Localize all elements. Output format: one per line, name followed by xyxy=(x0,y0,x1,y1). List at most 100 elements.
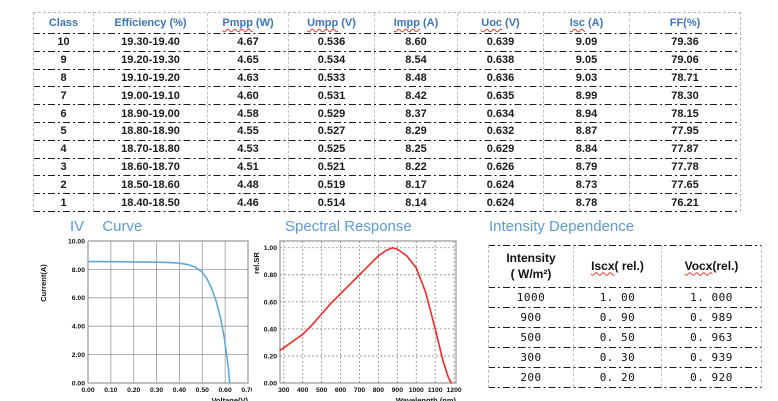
intensity-row: 200 0. 20 0. 920 xyxy=(489,368,761,388)
cell-isc: 8.78 xyxy=(543,194,629,211)
svg-text:0.40: 0.40 xyxy=(173,387,186,394)
table-header-row: Class Efficiency (%) Pmpp (W) Umpp (V) Imp… xyxy=(34,13,740,34)
column-header-efficiency: Efficiency (%) xyxy=(93,13,207,33)
cell-ff: 78.71 xyxy=(629,69,740,87)
cell-ff: 79.06 xyxy=(629,51,740,69)
cell-pmpp: 4.55 xyxy=(207,122,288,140)
svg-text:Wavelength (nm): Wavelength (nm) xyxy=(396,396,457,401)
svg-text:Voltage(V): Voltage(V) xyxy=(211,396,248,401)
table-row: 6 18.90-19.00 4.58 0.529 8.37 0.634 8.94… xyxy=(34,105,740,123)
cell-impp: 8.54 xyxy=(374,51,457,69)
cell-ff: 76.21 xyxy=(629,194,740,211)
cell-uoc: 0.638 xyxy=(457,51,543,69)
cell-efficiency: 19.30-19.40 xyxy=(93,34,207,51)
cell-pmpp: 4.67 xyxy=(207,34,288,51)
intensity-row: 300 0. 30 0. 939 xyxy=(489,348,761,368)
cell-pmpp: 4.53 xyxy=(207,140,288,158)
cell-umpp: 0.525 xyxy=(288,140,374,158)
cell-uoc: 0.639 xyxy=(457,34,543,51)
table-row: 3 18.60-18.70 4.51 0.521 8.22 0.626 8.79… xyxy=(34,158,740,177)
cell-uoc: 0.629 xyxy=(457,140,543,158)
intensity-dependence-table: Intensity ( W/m²) Iscx( rel.) Vocx(rel.)… xyxy=(488,245,762,388)
svg-text:0.00: 0.00 xyxy=(81,387,94,394)
intensity-row: 1000 1. 00 1. 000 xyxy=(489,288,761,308)
cell-class: 3 xyxy=(60,160,67,173)
cell-umpp: 0.519 xyxy=(288,176,374,194)
column-header-pmpp: Pmpp (W) xyxy=(207,13,288,33)
cell-intensity: 500 xyxy=(520,331,542,344)
cell-vocx: 0. 963 xyxy=(661,328,761,347)
cell-vocx: 0. 939 xyxy=(661,348,761,367)
cell-class: 2 xyxy=(60,178,67,191)
svg-text:10.00: 10.00 xyxy=(68,238,85,245)
cell-umpp: 0.527 xyxy=(288,122,374,140)
table-row: 4 18.70-18.80 4.53 0.525 8.25 0.629 8.84… xyxy=(34,140,740,159)
svg-text:rel.SR: rel.SR xyxy=(252,252,261,274)
svg-text:1100: 1100 xyxy=(428,387,443,394)
svg-text:0.30: 0.30 xyxy=(150,387,163,394)
cell-umpp: 0.514 xyxy=(288,194,374,211)
cell-isc: 9.03 xyxy=(543,69,629,87)
column-header-umpp: Umpp (V) xyxy=(288,13,374,33)
table-row: 7 19.00-19.10 4.60 0.531 8.42 0.635 8.99… xyxy=(34,87,740,106)
svg-text:400: 400 xyxy=(297,387,309,394)
cell-isc: 8.99 xyxy=(543,87,629,105)
svg-text:700: 700 xyxy=(354,387,366,394)
cell-uoc: 0.626 xyxy=(457,158,543,176)
cell-impp: 8.60 xyxy=(374,34,457,51)
svg-text:0.20: 0.20 xyxy=(127,387,140,394)
table-row: 10 19.30-19.40 4.67 0.536 8.60 0.639 9.0… xyxy=(34,34,740,52)
svg-text:0.00: 0.00 xyxy=(72,380,85,387)
cell-vocx: 1. 000 xyxy=(661,288,761,307)
cell-impp: 8.29 xyxy=(374,122,457,140)
cell-isc: 9.05 xyxy=(543,51,629,69)
cell-umpp: 0.536 xyxy=(288,34,374,51)
cell-uoc: 0.635 xyxy=(457,87,543,105)
column-header-intensity: Intensity ( W/m²) xyxy=(506,250,556,281)
cell-efficiency: 18.60-18.70 xyxy=(93,158,207,176)
cell-class: 7 xyxy=(60,89,67,102)
cell-isc: 8.84 xyxy=(543,140,629,158)
cell-ff: 78.30 xyxy=(629,87,740,105)
svg-text:300: 300 xyxy=(278,387,290,394)
svg-text:6.00: 6.00 xyxy=(72,295,85,302)
cell-isc: 8.94 xyxy=(543,105,629,122)
cell-class: 6 xyxy=(60,107,67,120)
svg-text:900: 900 xyxy=(392,387,404,394)
svg-text:0.80: 0.80 xyxy=(264,272,277,279)
svg-text:600: 600 xyxy=(335,387,347,394)
cell-class: 5 xyxy=(60,125,67,138)
intensity-header-row: Intensity ( W/m²) Iscx( rel.) Vocx(rel.) xyxy=(489,246,761,288)
cell-impp: 8.25 xyxy=(374,140,457,158)
cell-isc: 8.79 xyxy=(543,158,629,176)
svg-text:1200: 1200 xyxy=(447,387,462,394)
cell-impp: 8.22 xyxy=(374,158,457,176)
cell-efficiency: 18.90-19.00 xyxy=(93,105,207,122)
svg-text:0.40: 0.40 xyxy=(264,326,277,333)
column-header-impp: Impp (A) xyxy=(374,13,457,33)
table-row: 1 18.40-18.50 4.46 0.514 8.14 0.624 8.78… xyxy=(34,194,740,212)
cell-vocx: 0. 989 xyxy=(661,308,761,327)
svg-text:2.00: 2.00 xyxy=(72,352,85,359)
svg-text:0.60: 0.60 xyxy=(264,299,277,306)
cell-ff: 77.78 xyxy=(629,158,740,176)
svg-text:1000: 1000 xyxy=(409,387,424,394)
svg-text:0.00: 0.00 xyxy=(264,380,277,387)
column-header-isc: Isc (A) xyxy=(543,13,629,33)
cell-pmpp: 4.46 xyxy=(207,194,288,211)
table-body: 10 19.30-19.40 4.67 0.536 8.60 0.639 9.0… xyxy=(34,34,740,212)
column-header-class: Class xyxy=(48,17,79,29)
cell-intensity: 300 xyxy=(520,351,542,364)
table-top-border xyxy=(489,245,761,246)
cell-iscx: 0. 90 xyxy=(573,308,661,327)
column-header-vocx: Vocx(rel.) xyxy=(661,246,761,287)
svg-text:1.00: 1.00 xyxy=(264,245,277,252)
cell-uoc: 0.624 xyxy=(457,194,543,211)
cell-efficiency: 19.10-19.20 xyxy=(93,69,207,87)
svg-text:0.50: 0.50 xyxy=(196,387,209,394)
cell-isc: 9.09 xyxy=(543,34,629,51)
cell-uoc: 0.632 xyxy=(457,122,543,140)
cell-pmpp: 4.60 xyxy=(207,87,288,105)
cell-intensity: 200 xyxy=(520,371,542,384)
